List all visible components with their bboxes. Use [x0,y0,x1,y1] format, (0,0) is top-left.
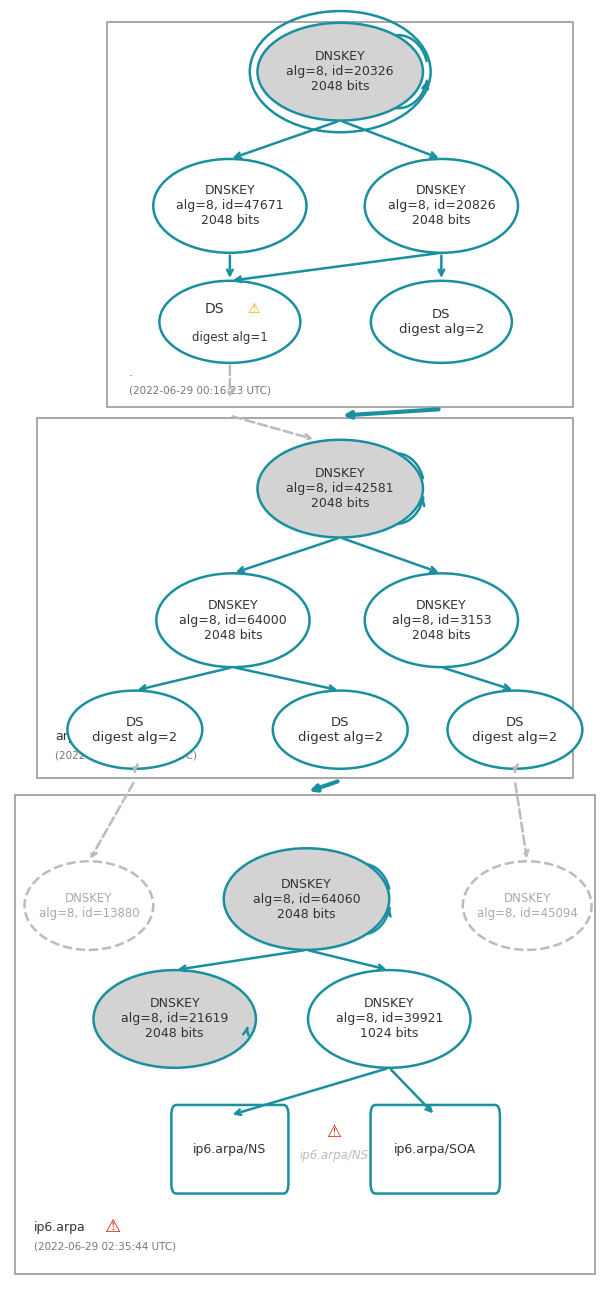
Ellipse shape [273,691,408,769]
Text: .: . [129,366,133,379]
Ellipse shape [25,861,153,950]
Text: DS
digest alg=2: DS digest alg=2 [297,715,383,744]
Text: DS
digest alg=2: DS digest alg=2 [398,308,484,336]
Ellipse shape [156,573,310,667]
FancyBboxPatch shape [107,22,573,407]
Text: ip6.arpa: ip6.arpa [34,1221,85,1234]
Text: DNSKEY
alg=8, id=21619
2048 bits: DNSKEY alg=8, id=21619 2048 bits [121,997,229,1041]
Text: DS
digest alg=2: DS digest alg=2 [472,715,558,744]
Text: ip6.arpa/SOA: ip6.arpa/SOA [394,1143,476,1156]
Ellipse shape [257,23,423,121]
Text: arpa: arpa [55,730,83,743]
FancyBboxPatch shape [370,1105,500,1194]
Ellipse shape [371,281,512,364]
Text: ⚠: ⚠ [104,1218,120,1237]
Ellipse shape [365,573,518,667]
Text: DNSKEY
alg=8, id=20326
2048 bits: DNSKEY alg=8, id=20326 2048 bits [286,50,394,94]
Ellipse shape [224,848,389,950]
Text: ip6.arpa/NS: ip6.arpa/NS [300,1149,368,1162]
Text: ip6.arpa/NS: ip6.arpa/NS [193,1143,267,1156]
Ellipse shape [159,281,300,364]
Ellipse shape [447,691,582,769]
Text: DS
digest alg=2: DS digest alg=2 [92,715,178,744]
Text: DNSKEY
alg=8, id=47671
2048 bits: DNSKEY alg=8, id=47671 2048 bits [176,184,284,228]
FancyBboxPatch shape [15,795,595,1274]
Text: DNSKEY
alg=8, id=64000
2048 bits: DNSKEY alg=8, id=64000 2048 bits [179,598,287,642]
FancyBboxPatch shape [171,1105,288,1194]
Ellipse shape [308,969,470,1068]
Text: ⚠: ⚠ [247,302,259,315]
Text: (2022-06-29 00:16:23 UTC): (2022-06-29 00:16:23 UTC) [129,386,271,396]
Text: DNSKEY
alg=8, id=45094: DNSKEY alg=8, id=45094 [477,891,577,920]
Ellipse shape [365,159,518,253]
Text: DNSKEY
alg=8, id=39921
1024 bits: DNSKEY alg=8, id=39921 1024 bits [335,997,443,1041]
Text: DNSKEY
alg=8, id=64060
2048 bits: DNSKEY alg=8, id=64060 2048 bits [253,877,360,921]
Text: ⚠: ⚠ [327,1123,341,1141]
Text: DS: DS [205,302,224,315]
Ellipse shape [93,969,256,1068]
Ellipse shape [257,440,423,538]
Text: DNSKEY
alg=8, id=42581
2048 bits: DNSKEY alg=8, id=42581 2048 bits [286,466,394,511]
FancyBboxPatch shape [37,418,573,778]
Text: (2022-06-29 02:35:44 UTC): (2022-06-29 02:35:44 UTC) [34,1242,176,1252]
Text: DNSKEY
alg=8, id=13880: DNSKEY alg=8, id=13880 [39,891,139,920]
Ellipse shape [153,159,306,253]
Text: DNSKEY
alg=8, id=20826
2048 bits: DNSKEY alg=8, id=20826 2048 bits [387,184,495,228]
Ellipse shape [67,691,202,769]
Text: (2022-06-29 02:35:09 UTC): (2022-06-29 02:35:09 UTC) [55,751,197,761]
Text: DNSKEY
alg=8, id=3153
2048 bits: DNSKEY alg=8, id=3153 2048 bits [392,598,491,642]
Ellipse shape [463,861,592,950]
Text: digest alg=1: digest alg=1 [192,331,268,344]
